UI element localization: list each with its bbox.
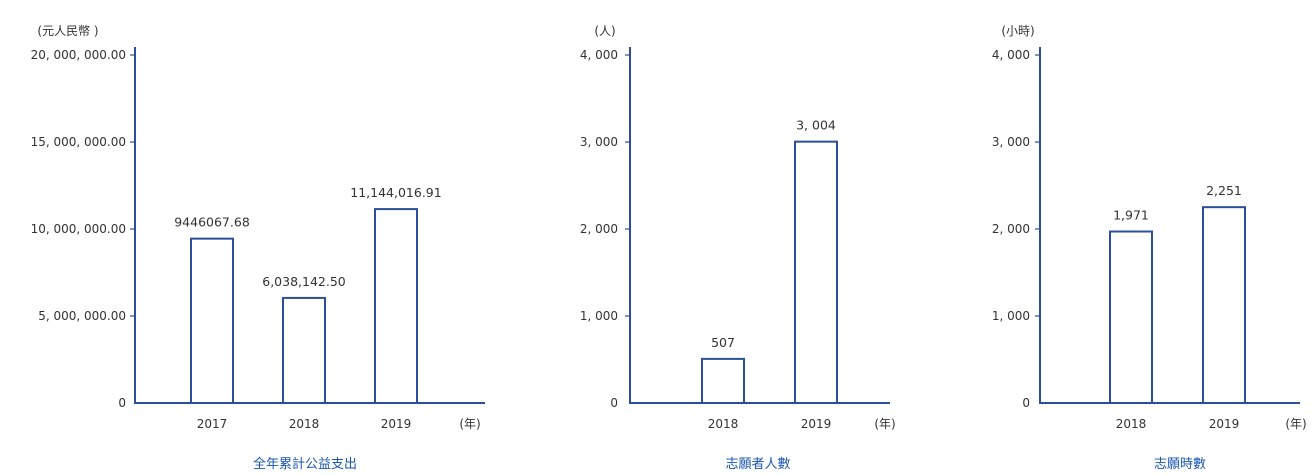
chart1-y-tick-label: 5, 000, 000.00: [38, 309, 126, 323]
chart2-title: 志願者人數: [725, 457, 790, 472]
chart2-value-label-2018: 507: [711, 335, 735, 350]
chart1-title: 全年累計公益支出: [253, 456, 357, 472]
chart3-x-unit-label: (年): [1285, 417, 1306, 431]
chart1-bar-2019: [374, 208, 418, 404]
chart1-y-tick-label: 10, 000, 000.00: [31, 222, 126, 236]
chart1-x-tick-label-2019: 2019: [381, 417, 412, 431]
chart1-value-label-2019: 11,144,016.91: [350, 185, 441, 200]
chart1-bar-2018: [282, 296, 326, 404]
chart1-x-unit-label: (年): [459, 417, 480, 431]
chart3-value-label-2019: 2,251: [1206, 183, 1242, 198]
chart2-bar-2019: [794, 140, 838, 404]
chart2-bar-2018: [701, 357, 745, 404]
chart2-x-unit-label: (年): [874, 417, 895, 431]
chart1-x-tick-label-2017: 2017: [197, 417, 228, 431]
chart3-y-tick-label: 2, 000: [992, 222, 1030, 236]
chart2-y-tick-label: 3, 000: [580, 135, 618, 149]
chart2-y-tick-label: 2, 000: [580, 222, 618, 236]
chart2-y-tick-label: 0: [610, 396, 618, 410]
chart3-y-tick-label: 4, 000: [992, 48, 1030, 62]
chart3-y-tick-label: 0: [1022, 396, 1030, 410]
chart3-bar-2019: [1202, 206, 1246, 404]
chart1-x-tick-label-2018: 2018: [289, 417, 320, 431]
chart1-y-tick-label: 0: [118, 396, 126, 410]
chart3-x-tick-label-2018: 2018: [1116, 417, 1147, 431]
chart1-value-label-2018: 6,038,142.50: [262, 274, 346, 289]
chart1-y-tick-label: 20, 000, 000.00: [31, 48, 126, 62]
chart2-value-label-2019: 3, 004: [796, 118, 836, 133]
chart2-y-tick-label: 1, 000: [580, 309, 618, 323]
chart3-y-tick-label: 1, 000: [992, 309, 1030, 323]
chart2-y-tick-label: 4, 000: [580, 48, 618, 62]
chart2-y-unit-label: (人): [594, 24, 615, 38]
chart3-value-label-2018: 1,971: [1113, 208, 1149, 223]
chart1-y-tick-label: 15, 000, 000.00: [31, 135, 126, 149]
chart3-title: 志願時數: [1154, 457, 1206, 472]
chart1-y-unit-label: (元人民幣 ): [37, 24, 98, 38]
chart3-bar-2018: [1109, 230, 1153, 404]
chart3-y-tick-label: 3, 000: [992, 135, 1030, 149]
chart1-value-label-2017: 9446067.68: [174, 215, 250, 230]
chart3-y-unit-label: (小時): [1001, 24, 1034, 38]
chart2-x-tick-label-2019: 2019: [801, 417, 832, 431]
chart3-x-tick-label-2019: 2019: [1209, 417, 1240, 431]
chart2-x-tick-label-2018: 2018: [708, 417, 739, 431]
chart1-bar-2017: [190, 237, 234, 404]
